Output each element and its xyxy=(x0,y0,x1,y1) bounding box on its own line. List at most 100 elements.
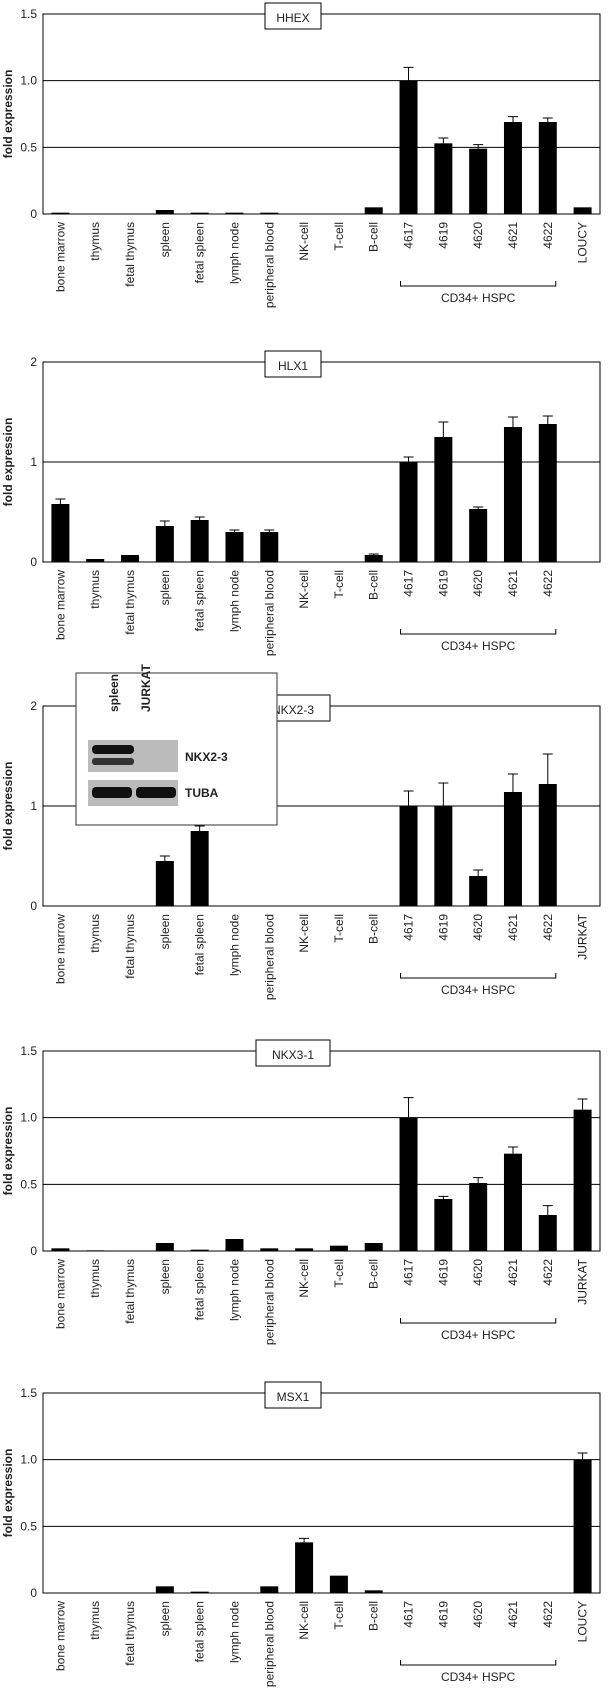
error-bar xyxy=(229,529,240,532)
y-tick-label: 0 xyxy=(30,555,37,569)
y-axis-label: fold expression xyxy=(1,418,15,507)
blot-band xyxy=(92,758,134,765)
blot-band xyxy=(92,787,132,798)
bar xyxy=(155,210,174,214)
group-label: CD34+ HSPC xyxy=(441,291,516,305)
x-tick-label: 4617 xyxy=(402,914,416,941)
y-tick-label: 1.5 xyxy=(20,1386,37,1400)
x-tick-label: 4621 xyxy=(506,914,520,941)
x-tick-label: spleen xyxy=(158,222,172,257)
error-bar xyxy=(264,529,275,532)
x-tick-label: peripheral blood xyxy=(262,222,276,308)
bar xyxy=(190,1591,209,1593)
bar xyxy=(503,427,522,562)
bar xyxy=(225,212,244,214)
bar xyxy=(399,462,418,562)
group-bracket xyxy=(400,1318,557,1324)
bar xyxy=(434,437,453,562)
bar xyxy=(260,212,279,214)
x-tick-label: fetal thymus xyxy=(123,1259,137,1324)
x-tick-label: 4617 xyxy=(402,570,416,597)
y-tick-label: 0 xyxy=(30,899,37,913)
x-tick-label: NK-cell xyxy=(297,1259,311,1298)
error-bar xyxy=(542,415,553,424)
x-tick-label: T-cell xyxy=(332,1259,346,1288)
x-tick-label: 4622 xyxy=(541,222,555,249)
bar xyxy=(295,1248,314,1251)
bar xyxy=(155,526,174,562)
bar xyxy=(503,122,522,214)
x-tick-label: 4621 xyxy=(506,1601,520,1628)
bar xyxy=(469,148,488,214)
error-bar xyxy=(159,520,170,526)
x-tick-label: spleen xyxy=(158,914,172,949)
x-tick-label: peripheral blood xyxy=(262,914,276,1000)
x-tick-label: 4620 xyxy=(471,914,485,941)
x-tick-label: lymph node xyxy=(227,914,241,976)
x-tick-label: peripheral blood xyxy=(262,1601,276,1687)
x-tick-label: fetal thymus xyxy=(123,222,137,287)
error-bar xyxy=(507,773,518,792)
x-tick-label: B-cell xyxy=(367,222,381,252)
bar xyxy=(260,1586,279,1593)
group-bracket xyxy=(400,281,557,287)
error-bar xyxy=(403,1097,414,1118)
error-bar xyxy=(542,753,553,784)
x-tick-label: NK-cell xyxy=(297,1601,311,1640)
x-tick-label: 4622 xyxy=(541,914,555,941)
bar xyxy=(86,1250,105,1251)
bar xyxy=(225,1239,244,1251)
x-tick-label: B-cell xyxy=(367,570,381,600)
error-bar xyxy=(194,825,205,831)
y-tick-label: 0.5 xyxy=(20,1519,37,1533)
chart-title: NKX3-1 xyxy=(272,1048,314,1062)
bar xyxy=(155,861,174,906)
bar xyxy=(190,212,209,214)
bar xyxy=(469,876,488,906)
y-tick-label: 2 xyxy=(30,355,37,369)
y-axis-label: fold expression xyxy=(1,762,15,851)
error-bar xyxy=(438,1195,449,1199)
bar xyxy=(434,1199,453,1251)
title-box xyxy=(264,1381,322,1409)
x-tick-label: fetal spleen xyxy=(193,222,207,283)
x-tick-label: peripheral blood xyxy=(262,1259,276,1345)
error-bar xyxy=(473,1177,484,1183)
bar xyxy=(364,1590,383,1593)
bar xyxy=(225,532,244,562)
y-tick-label: 1.0 xyxy=(20,1453,37,1467)
bar xyxy=(260,1248,279,1251)
bar xyxy=(364,207,383,214)
x-tick-label: spleen xyxy=(158,1601,172,1636)
x-tick-label: thymus xyxy=(88,1259,102,1298)
group-bracket xyxy=(400,629,557,635)
error-bar xyxy=(577,1452,588,1460)
chart-panel: 0 0.5 1.0 1.5 fold expression bone marrow thym… xyxy=(1,2,601,308)
blot-strip xyxy=(88,740,178,772)
x-tick-label: lymph node xyxy=(227,1259,241,1321)
error-bar xyxy=(438,782,449,806)
band-label: TUBA xyxy=(185,786,219,800)
error-bar xyxy=(438,137,449,144)
bar xyxy=(51,1248,70,1251)
bar xyxy=(573,1109,592,1251)
bar xyxy=(434,806,453,906)
group-bracket xyxy=(400,1660,557,1666)
error-bar xyxy=(577,1098,588,1110)
y-axis-label: fold expression xyxy=(1,70,15,159)
x-tick-label: thymus xyxy=(88,222,102,261)
x-tick-label: 4619 xyxy=(436,1259,450,1286)
x-tick-label: fetal spleen xyxy=(193,1601,207,1662)
group-bracket xyxy=(400,973,557,979)
bar xyxy=(538,424,557,562)
y-axis-label: fold expression xyxy=(1,1107,15,1196)
x-tick-label: LOUCY xyxy=(576,1601,590,1642)
bar xyxy=(51,212,70,214)
x-tick-label: 4622 xyxy=(541,1601,555,1628)
chart-title: HHEX xyxy=(276,11,309,25)
band-label: NKX2-3 xyxy=(185,750,228,764)
x-tick-label: lymph node xyxy=(227,1601,241,1663)
blot-band xyxy=(92,745,134,754)
error-bar xyxy=(403,456,414,462)
group-label: CD34+ HSPC xyxy=(441,983,516,997)
